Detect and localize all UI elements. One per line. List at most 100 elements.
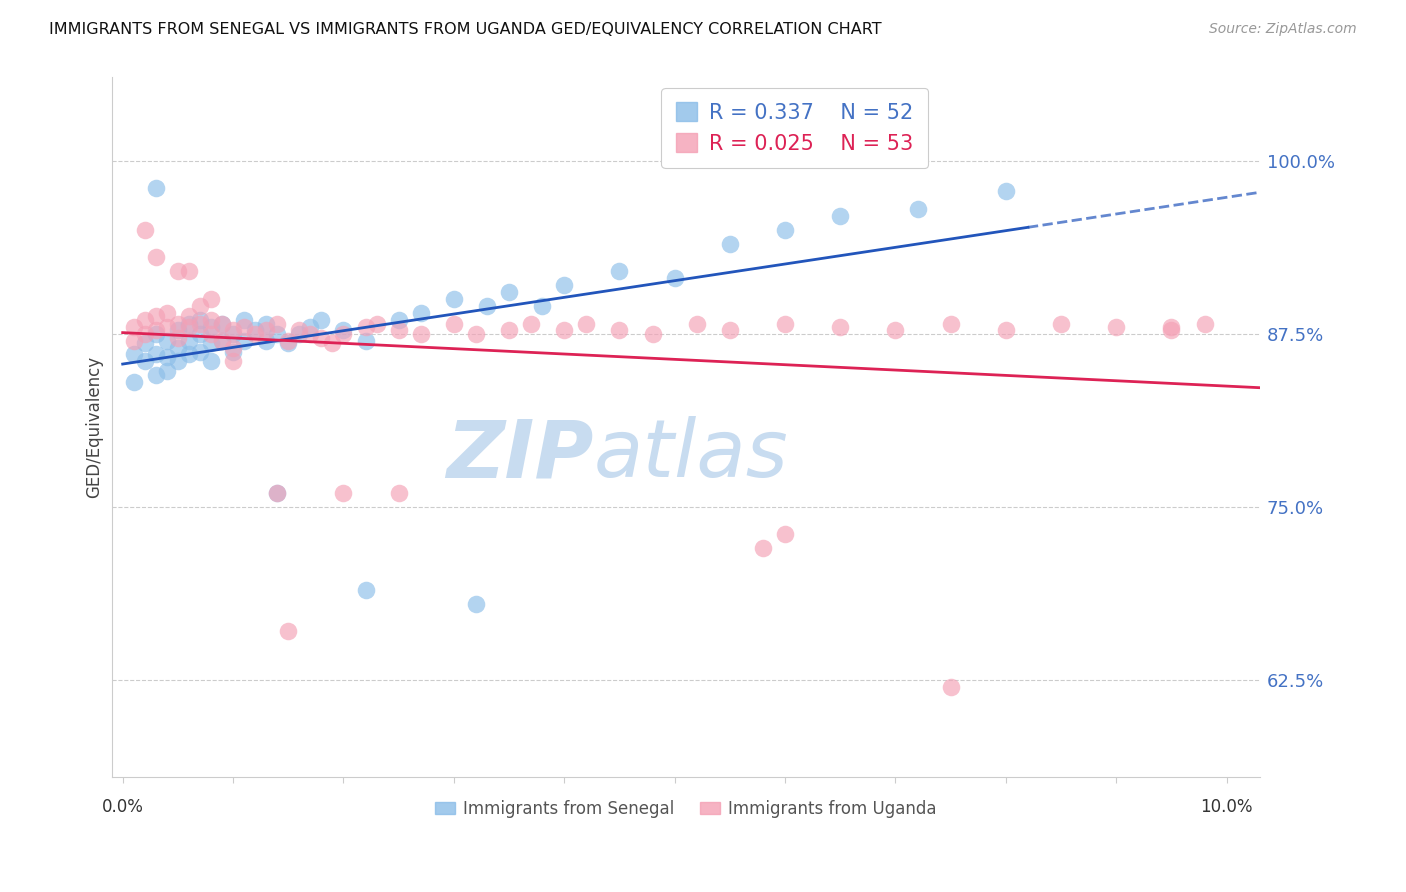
Point (134, 313, 156, 327)
Point (222, 354, 245, 368)
Point (609, 264, 631, 278)
Point (134, 223, 156, 237)
Legend: Immigrants from Senegal, Immigrants from Uganda: Immigrants from Senegal, Immigrants from… (429, 793, 943, 824)
Text: 10.0%: 10.0% (1201, 797, 1253, 815)
Point (167, 331, 190, 345)
Point (288, 322, 311, 336)
Point (222, 322, 245, 336)
Point (939, 317, 962, 331)
Point (366, 317, 388, 331)
Point (134, 336, 156, 351)
Point (145, 368, 167, 383)
Point (122, 347, 145, 361)
Point (498, 322, 520, 336)
Point (177, 334, 200, 348)
Point (188, 326, 211, 341)
Point (465, 326, 488, 341)
Point (122, 334, 145, 348)
Point (907, 202, 929, 216)
Point (884, 322, 907, 336)
Point (145, 309, 167, 323)
Point (332, 326, 354, 341)
Point (332, 322, 354, 336)
Point (277, 336, 299, 351)
Point (156, 306, 179, 320)
Point (288, 326, 311, 341)
Point (211, 317, 233, 331)
Point (156, 334, 179, 348)
Text: 0.0%: 0.0% (101, 797, 143, 815)
Point (718, 236, 741, 251)
Point (266, 317, 288, 331)
Point (553, 322, 575, 336)
Point (1105, 319, 1128, 334)
Point (233, 313, 256, 327)
Point (177, 319, 200, 334)
Point (266, 486, 288, 500)
Point (465, 597, 488, 611)
Point (188, 299, 211, 313)
Point (211, 317, 233, 331)
Point (773, 527, 796, 541)
Point (664, 271, 686, 285)
Point (233, 319, 256, 334)
Point (200, 319, 222, 334)
Point (939, 680, 962, 694)
Point (200, 326, 222, 341)
Point (122, 319, 145, 334)
Point (409, 326, 432, 341)
Point (1194, 317, 1216, 331)
Point (254, 322, 277, 336)
Point (266, 486, 288, 500)
Point (200, 313, 222, 327)
Point (388, 322, 411, 336)
Point (520, 317, 543, 331)
Text: Source: ZipAtlas.com: Source: ZipAtlas.com (1209, 22, 1357, 37)
Point (222, 344, 245, 359)
Point (145, 181, 167, 195)
Point (156, 350, 179, 364)
Point (388, 486, 411, 500)
Point (773, 317, 796, 331)
Point (388, 313, 411, 327)
Point (830, 209, 852, 223)
Point (1160, 319, 1182, 334)
Point (167, 264, 190, 278)
Point (498, 285, 520, 299)
Point (254, 317, 277, 331)
Point (233, 334, 256, 348)
Text: ZIP: ZIP (447, 417, 593, 494)
Point (145, 347, 167, 361)
Point (575, 317, 598, 331)
Point (254, 334, 277, 348)
Point (200, 354, 222, 368)
Point (443, 317, 465, 331)
Point (277, 624, 299, 639)
Point (177, 264, 200, 278)
Point (177, 347, 200, 361)
Point (156, 319, 179, 334)
Point (531, 299, 554, 313)
Point (354, 334, 377, 348)
Point (188, 317, 211, 331)
Point (145, 326, 167, 341)
Point (211, 334, 233, 348)
Point (211, 334, 233, 348)
Point (145, 322, 167, 336)
Point (222, 341, 245, 355)
Point (1050, 317, 1073, 331)
Point (994, 322, 1017, 336)
Point (830, 319, 852, 334)
Point (354, 319, 377, 334)
Point (134, 354, 156, 368)
Point (167, 317, 190, 331)
Point (243, 322, 266, 336)
Point (332, 486, 354, 500)
Y-axis label: GED/Equivalency: GED/Equivalency (86, 356, 103, 499)
Point (299, 319, 322, 334)
Point (200, 292, 222, 306)
Point (553, 278, 575, 293)
Point (641, 326, 664, 341)
Point (188, 313, 211, 327)
Point (277, 334, 299, 348)
